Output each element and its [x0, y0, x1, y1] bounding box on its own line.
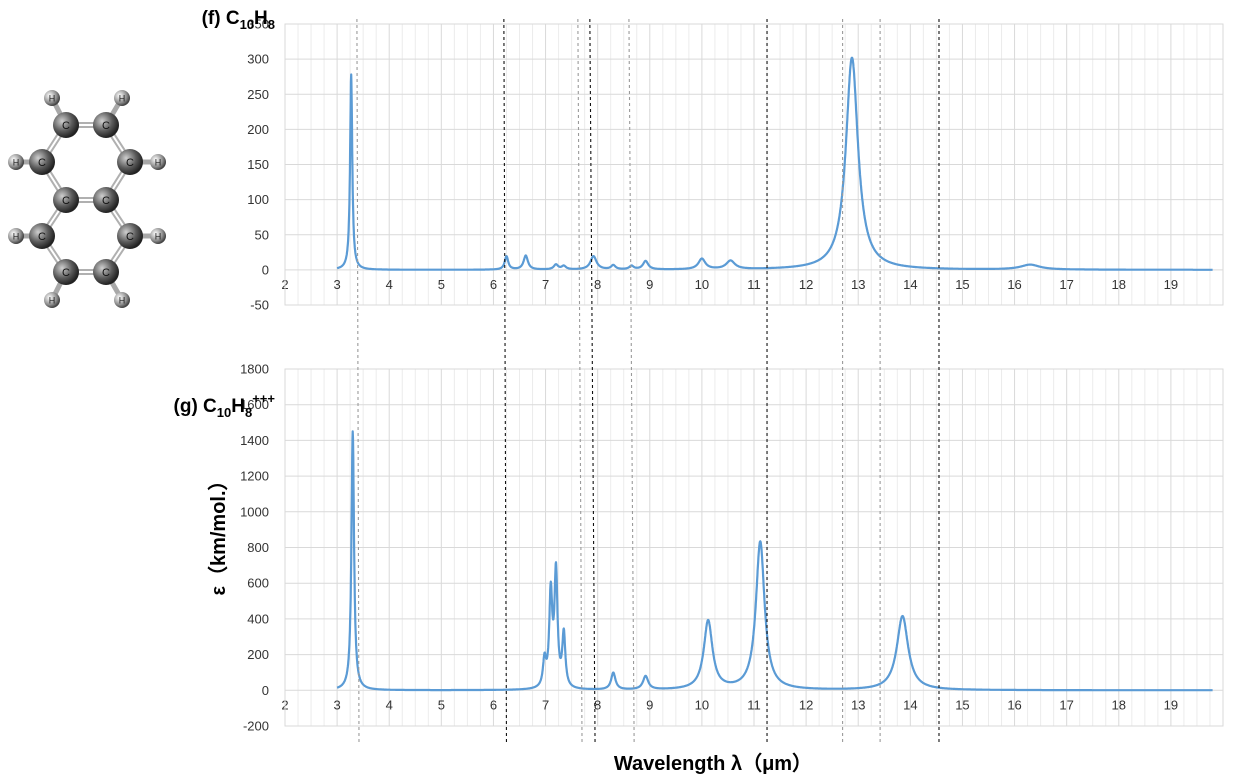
x-tick-label: 3: [333, 697, 340, 712]
x-tick-label: 14: [903, 697, 917, 712]
y-tick-label: -200: [243, 719, 269, 734]
naphthalene-structure-icon: H H H H H H H H C C C C C C C C C C: [8, 90, 166, 308]
x-tick-label: 9: [646, 697, 653, 712]
y-tick-label: 1200: [240, 469, 269, 484]
reference-line: [503, 18, 508, 746]
y-tick-label: 0: [262, 262, 269, 277]
panel-title-f: (f) C10H8: [202, 8, 275, 32]
y-tick-label: 50: [255, 227, 269, 242]
reference-line: [356, 18, 360, 746]
x-tick-label: 3: [333, 277, 340, 292]
x-tick-label: 17: [1059, 697, 1073, 712]
y-tick-label: 800: [247, 540, 269, 555]
x-tick-label: 7: [542, 697, 549, 712]
y-tick-label: -50: [250, 298, 269, 313]
x-tick-label: 14: [903, 277, 917, 292]
y-tick-label: 1800: [240, 362, 269, 377]
svg-text:C: C: [102, 195, 110, 207]
x-tick-label: 9: [646, 277, 653, 292]
x-tick-label: 18: [1112, 277, 1126, 292]
x-tick-label: 15: [955, 277, 969, 292]
svg-text:C: C: [62, 267, 70, 279]
svg-text:H: H: [49, 94, 56, 104]
svg-text:C: C: [126, 231, 134, 243]
x-tick-label: 12: [799, 697, 813, 712]
y-tick-label: 200: [247, 647, 269, 662]
x-tick-label: 15: [955, 697, 969, 712]
reference-line: [628, 18, 635, 746]
svg-text:C: C: [38, 231, 46, 243]
x-tick-label: 16: [1007, 277, 1021, 292]
y-tick-label: 1600: [240, 397, 269, 412]
svg-text:H: H: [155, 232, 162, 242]
x-tick-label: 4: [386, 277, 393, 292]
x-tick-label: 8: [594, 697, 601, 712]
svg-text:C: C: [102, 267, 110, 279]
svg-text:H: H: [119, 296, 126, 306]
y-tick-label: 0: [262, 683, 269, 698]
y-tick-label: 400: [247, 611, 269, 626]
x-tick-label: 11: [747, 277, 761, 292]
y-tick-label: 100: [247, 192, 269, 207]
y-tick-label: 150: [247, 157, 269, 172]
x-tick-label: 5: [438, 277, 445, 292]
y-tick-label: 1000: [240, 504, 269, 519]
x-tick-label: 7: [542, 277, 549, 292]
x-tick-label: 10: [695, 277, 709, 292]
svg-text:H: H: [13, 158, 20, 168]
x-tick-label: 6: [490, 277, 497, 292]
y-tick-label: 1400: [240, 433, 269, 448]
y-tick-label: 300: [247, 52, 269, 67]
reference-lines: [356, 18, 940, 746]
spectrum-line-f: [336, 56, 1214, 271]
x-tick-label: 5: [438, 697, 445, 712]
spectrum-line-g: [336, 430, 1214, 692]
svg-text:H: H: [119, 94, 126, 104]
svg-text:C: C: [62, 120, 70, 132]
x-tick-label: 8: [594, 277, 601, 292]
x-tick-label: 4: [386, 697, 393, 712]
y-axis-title: ε（km/mol.）: [207, 470, 230, 595]
reference-line: [577, 18, 583, 746]
svg-text:C: C: [102, 120, 110, 132]
y-tick-label: 350: [247, 17, 269, 32]
reference-line: [589, 18, 596, 746]
svg-text:C: C: [62, 195, 70, 207]
x-tick-label: 13: [851, 277, 865, 292]
x-tick-label: 19: [1164, 697, 1178, 712]
y-tick-label: 600: [247, 576, 269, 591]
svg-text:H: H: [155, 158, 162, 168]
x-tick-label: 13: [851, 697, 865, 712]
svg-text:C: C: [38, 157, 46, 169]
svg-text:H: H: [49, 296, 56, 306]
x-tick-label: 16: [1007, 697, 1021, 712]
x-tick-label: 6: [490, 697, 497, 712]
x-tick-label: 10: [695, 697, 709, 712]
svg-text:C: C: [126, 157, 134, 169]
x-axis-title: Wavelength λ（μm）: [614, 752, 812, 775]
panel-title-g: (g) C10H8+++: [174, 391, 276, 420]
plot-frame: [284, 368, 1224, 727]
svg-text:H: H: [13, 232, 20, 242]
y-tick-label: 250: [247, 87, 269, 102]
plot-frame: [284, 23, 1224, 306]
x-tick-label: 12: [799, 277, 813, 292]
x-tick-label: 19: [1164, 277, 1178, 292]
y-tick-label: 200: [247, 122, 269, 137]
x-tick-label: 11: [747, 697, 761, 712]
x-tick-label: 18: [1112, 697, 1126, 712]
x-tick-label: 17: [1059, 277, 1073, 292]
